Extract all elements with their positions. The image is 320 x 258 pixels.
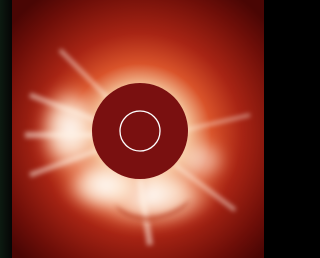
occulter-disk <box>92 83 188 179</box>
coronagraph-image <box>0 0 264 258</box>
page <box>0 0 264 258</box>
left-border <box>0 0 12 258</box>
